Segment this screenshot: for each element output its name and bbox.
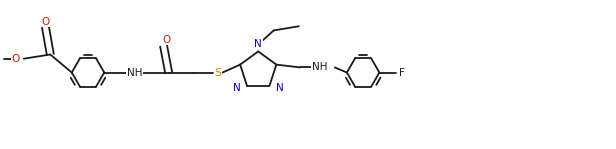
Text: N: N [254,39,262,49]
Text: NH: NH [312,62,328,72]
Text: NH: NH [127,67,142,77]
Text: O: O [41,17,49,27]
Text: N: N [275,83,283,93]
Text: N: N [233,83,241,93]
Text: F: F [399,67,405,77]
Text: O: O [12,54,20,64]
Text: S: S [214,67,221,77]
Text: O: O [163,35,171,45]
